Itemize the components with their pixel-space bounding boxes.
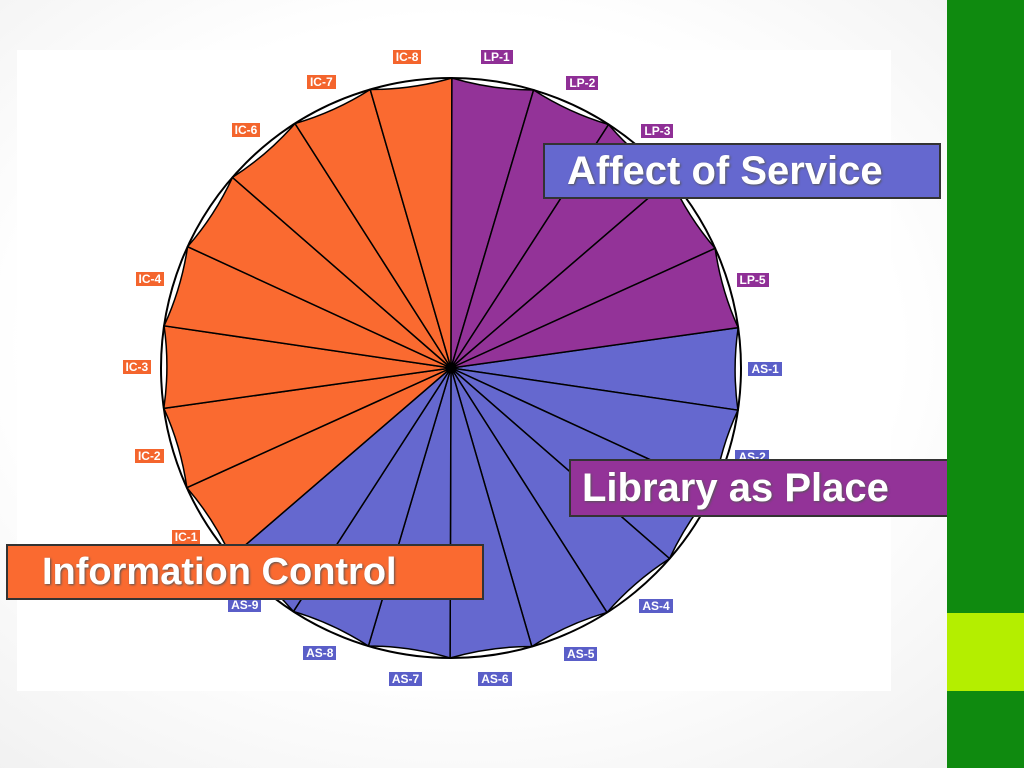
slice-label-as-5: AS-5 xyxy=(564,647,598,662)
slice-label-lp-3: LP-3 xyxy=(641,124,674,139)
slice-label-as-7: AS-7 xyxy=(388,671,423,686)
slice-label-as-6: AS-6 xyxy=(478,671,512,686)
slice-label-as-8: AS-8 xyxy=(303,646,337,661)
slice-label-as-4: AS-4 xyxy=(639,598,673,613)
pie-chart xyxy=(160,76,742,660)
slice-label-lp-5: LP-5 xyxy=(736,273,769,288)
slice-label-ic-2: IC-2 xyxy=(134,448,164,463)
slice-label-ic-1: IC-1 xyxy=(171,529,201,544)
slide-sidebar-accent xyxy=(947,613,1024,691)
slice-label-ic-8: IC-8 xyxy=(392,50,422,65)
slice-label-ic-6: IC-6 xyxy=(231,123,261,138)
slice-label-as-1: AS-1 xyxy=(748,361,782,376)
slice-label-as-9: AS-9 xyxy=(228,597,262,612)
slice-label-ic-3: IC-3 xyxy=(122,360,152,374)
region-title-library-as-place: Library as Place xyxy=(569,459,959,517)
slice-label-ic-4: IC-4 xyxy=(135,271,165,286)
slice-label-lp-2: LP-2 xyxy=(566,75,599,90)
pie-outline xyxy=(160,77,742,659)
region-title-affect-of-service: Affect of Service xyxy=(543,143,941,199)
region-title-information-control: Information Control xyxy=(6,544,484,600)
slice-label-lp-1: LP-1 xyxy=(480,50,513,65)
slice-label-ic-7: IC-7 xyxy=(306,74,336,89)
